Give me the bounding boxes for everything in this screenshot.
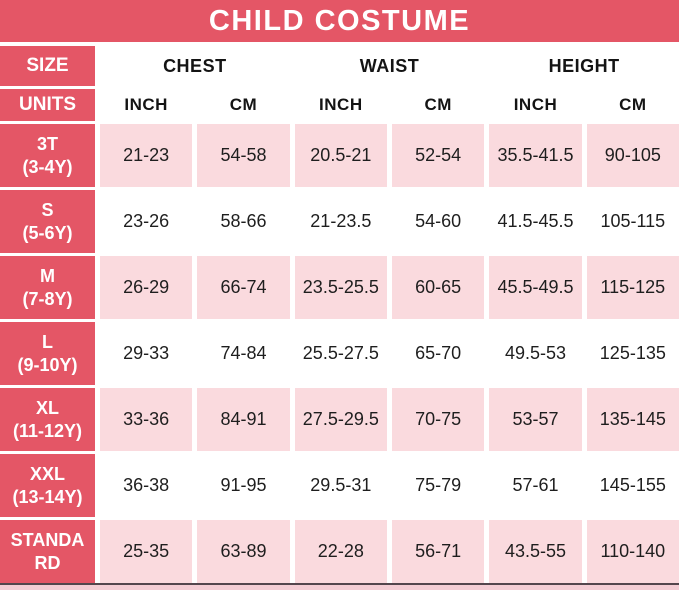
chart-title: CHILD COSTUME — [208, 4, 471, 37]
value-cell: 75-79 — [392, 454, 485, 517]
age-range: (3-4Y) — [22, 156, 73, 177]
value-cell: 36-38 — [100, 454, 193, 517]
row-label-s: S (5-6Y) — [0, 190, 95, 253]
value-cell: 49.5-53 — [489, 322, 582, 385]
value-cell: 84-91 — [197, 388, 290, 451]
value-cell: 74-84 — [197, 322, 290, 385]
value-cell: 23-26 — [100, 190, 193, 253]
value-cell: 54-60 — [392, 190, 485, 253]
row-label-standard: STANDA RD — [0, 520, 95, 583]
chart-title-bar: CHILD COSTUME — [0, 0, 679, 42]
size-code: XXL — [29, 464, 65, 484]
age-range: (11-12Y) — [12, 420, 83, 441]
size-code: XL — [35, 398, 59, 418]
value-cell: 57-61 — [489, 454, 582, 517]
value-cell: 54-58 — [197, 124, 290, 187]
size-code: L — [42, 332, 53, 352]
value-cell: 29-33 — [100, 322, 193, 385]
height-inch-unit-header: INCH — [489, 89, 582, 121]
value-cell: 52-54 — [392, 124, 485, 187]
size-code-wrap: RD — [34, 552, 61, 573]
size-code: M — [40, 266, 55, 286]
value-cell: 60-65 — [392, 256, 485, 319]
row-label-m: M (7-8Y) — [0, 256, 95, 319]
value-cell: 145-155 — [586, 454, 679, 517]
height-group-header: HEIGHT — [489, 46, 679, 86]
age-range: (9-10Y) — [17, 354, 78, 375]
value-cell: 41.5-45.5 — [489, 190, 582, 253]
waist-inch-unit-header: INCH — [294, 89, 387, 121]
value-cell: 70-75 — [392, 388, 485, 451]
chest-inch-unit-header: INCH — [100, 89, 193, 121]
table-bottom-strip — [0, 585, 679, 590]
age-range: (7-8Y) — [22, 288, 73, 309]
height-cm-unit-header: CM — [586, 89, 679, 121]
row-label-xl: XL (11-12Y) — [0, 388, 95, 451]
waist-cm-unit-header: CM — [392, 89, 485, 121]
chest-group-header: CHEST — [100, 46, 290, 86]
age-range: (13-14Y) — [12, 486, 83, 507]
value-cell: 35.5-41.5 — [489, 124, 582, 187]
value-cell: 56-71 — [392, 520, 485, 583]
age-range: (5-6Y) — [22, 222, 73, 243]
value-cell: 29.5-31 — [294, 454, 387, 517]
size-code: STANDA — [10, 530, 85, 550]
value-cell: 27.5-29.5 — [294, 388, 387, 451]
waist-group-header: WAIST — [294, 46, 485, 86]
value-cell: 22-28 — [294, 520, 387, 583]
value-cell: 33-36 — [100, 388, 193, 451]
value-cell: 105-115 — [586, 190, 679, 253]
value-cell: 90-105 — [586, 124, 679, 187]
value-cell: 135-145 — [586, 388, 679, 451]
size-code: 3T — [36, 134, 58, 154]
value-cell: 66-74 — [197, 256, 290, 319]
value-cell: 65-70 — [392, 322, 485, 385]
row-label-l: L (9-10Y) — [0, 322, 95, 385]
chest-cm-unit-header: CM — [197, 89, 290, 121]
value-cell: 43.5-55 — [489, 520, 582, 583]
value-cell: 21-23.5 — [294, 190, 387, 253]
value-cell: 26-29 — [100, 256, 193, 319]
value-cell: 25-35 — [100, 520, 193, 583]
units-row-header: UNITS — [0, 89, 95, 121]
value-cell: 110-140 — [586, 520, 679, 583]
size-column-header: SIZE — [0, 46, 95, 86]
value-cell: 91-95 — [197, 454, 290, 517]
value-cell: 125-135 — [586, 322, 679, 385]
value-cell: 115-125 — [586, 256, 679, 319]
value-cell: 58-66 — [197, 190, 290, 253]
row-label-3t: 3T (3-4Y) — [0, 124, 95, 187]
table-bottom-border — [0, 583, 679, 585]
row-label-xxl: XXL (13-14Y) — [0, 454, 95, 517]
size-code: S — [41, 200, 54, 220]
value-cell: 21-23 — [100, 124, 193, 187]
value-cell: 20.5-21 — [294, 124, 387, 187]
size-table: SIZE CHEST WAIST HEIGHT UNITS INCH CM IN… — [0, 46, 679, 583]
value-cell: 23.5-25.5 — [294, 256, 387, 319]
value-cell: 45.5-49.5 — [489, 256, 582, 319]
value-cell: 25.5-27.5 — [294, 322, 387, 385]
value-cell: 63-89 — [197, 520, 290, 583]
value-cell: 53-57 — [489, 388, 582, 451]
